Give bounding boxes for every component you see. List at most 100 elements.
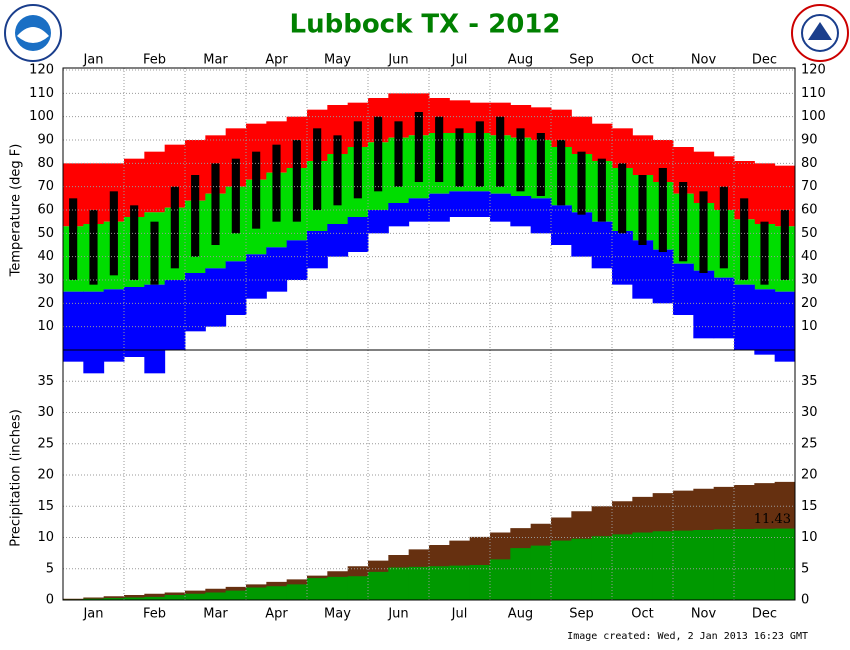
temp-range-bar — [652, 140, 674, 182]
actual-temp-bar — [414, 112, 423, 182]
temp-range-bar — [530, 107, 552, 140]
actual-temp-bar — [475, 121, 484, 187]
temp-range-bar — [225, 261, 247, 315]
temp-range-bar — [83, 163, 105, 224]
month-label: Jan — [82, 607, 103, 622]
precip-bar — [185, 593, 206, 600]
temp-range-bar — [286, 240, 308, 280]
month-label: Dec — [752, 607, 777, 622]
temp-range-bar — [774, 165, 796, 227]
y2-tick-label: 80 — [801, 156, 818, 171]
temp-range-bar — [225, 128, 247, 187]
y2-tick-label: 20 — [801, 296, 818, 311]
actual-temp-bar — [272, 144, 281, 222]
temp-range-bar — [591, 221, 613, 269]
month-label: Oct — [631, 53, 653, 68]
noaa-logo — [4, 4, 62, 62]
y-tick-label: 25 — [37, 436, 54, 451]
temp-range-bar — [388, 203, 410, 227]
temp-range-bar — [144, 151, 166, 213]
actual-temp-bar — [292, 140, 301, 222]
y2-tick-label: 20 — [801, 468, 818, 483]
precip-bar — [469, 565, 491, 600]
month-label: Sep — [569, 53, 594, 68]
temp-range-bar — [774, 291, 796, 362]
y-tick-label: 20 — [37, 468, 54, 483]
y2-tick-label: 110 — [801, 86, 826, 101]
temp-range-bar — [164, 144, 186, 208]
y-tick-label: 35 — [37, 374, 54, 389]
precip-bar — [307, 578, 328, 600]
temp-range-bar — [612, 128, 633, 168]
month-label: May — [324, 53, 351, 68]
actual-temp-bar — [719, 186, 728, 269]
temp-range-bar — [612, 231, 633, 285]
actual-temp-bar — [150, 221, 159, 285]
temp-range-bar — [449, 191, 471, 217]
month-label: Aug — [508, 607, 533, 622]
precip-bar — [774, 528, 796, 600]
precip-bar — [327, 576, 349, 600]
month-label: Sep — [569, 607, 594, 622]
actual-temp-bar — [109, 191, 118, 276]
y-tick-label: 100 — [29, 109, 54, 124]
month-label: Jul — [451, 53, 468, 68]
temp-range-bar — [246, 123, 267, 180]
temp-range-bar — [144, 284, 166, 374]
temp-range-bar — [693, 151, 715, 203]
y2-tick-label: 40 — [801, 249, 818, 264]
y-tick-label: 120 — [29, 63, 54, 78]
y-tick-label: 110 — [29, 86, 54, 101]
precip-bar — [693, 530, 715, 600]
temp-range-bar — [632, 135, 654, 175]
actual-temp-bar — [536, 133, 545, 196]
temp-range-bar — [734, 161, 755, 220]
plot-frame — [62, 67, 796, 601]
actual-temp-bar — [618, 163, 627, 234]
actual-temp-bar — [557, 140, 566, 206]
actual-temp-bar — [170, 186, 179, 269]
actual-temp-bar — [679, 182, 688, 262]
y2-tick-label: 15 — [801, 499, 818, 514]
precip-bar — [530, 545, 552, 600]
precip-bar — [83, 598, 105, 600]
temp-range-bar — [103, 289, 125, 362]
y-axis-label: Temperature (deg F) — [9, 144, 24, 278]
y-tick-label: 15 — [37, 499, 54, 514]
y2-tick-label: 0 — [801, 593, 809, 608]
footer: Image created: Wed, 2 Jan 2013 16:23 GMT — [567, 631, 808, 642]
temp-range-bar — [693, 270, 715, 339]
actual-temp-bar — [597, 158, 606, 222]
actual-temp-bar — [516, 128, 525, 192]
actual-temp-bar — [740, 198, 749, 280]
y2-tick-label: 10 — [801, 530, 818, 545]
month-label: May — [324, 607, 351, 622]
temp-range-bar — [591, 123, 613, 161]
precip-bar — [754, 528, 776, 600]
month-label: Dec — [752, 53, 777, 68]
y-tick-label: 30 — [37, 273, 54, 288]
y-tick-label: 60 — [37, 203, 54, 218]
temp-range-bar — [63, 163, 84, 227]
precip-bar — [510, 548, 532, 600]
precip-bar — [286, 584, 308, 600]
temp-range-bar — [571, 212, 593, 257]
temp-range-bar — [510, 196, 532, 227]
temp-range-bar — [632, 240, 654, 299]
actual-temp-bar — [394, 121, 403, 187]
temp-range-bar — [368, 210, 389, 234]
precip-bar — [591, 536, 613, 600]
temp-range-bar — [266, 247, 288, 292]
precip-bar — [368, 571, 389, 600]
temp-range-bar — [124, 158, 145, 217]
temp-range-bar — [510, 105, 532, 138]
temp-range-bar — [347, 217, 369, 252]
precip-bar — [266, 586, 288, 600]
y2-tick-label: 70 — [801, 179, 818, 194]
y2-tick-label: 5 — [801, 561, 809, 576]
temp-range-bar — [551, 109, 572, 147]
y-tick-label: 70 — [37, 179, 54, 194]
y-tick-label: 0 — [46, 593, 54, 608]
y-tick-label: 80 — [37, 156, 54, 171]
precip-bar — [408, 566, 430, 600]
